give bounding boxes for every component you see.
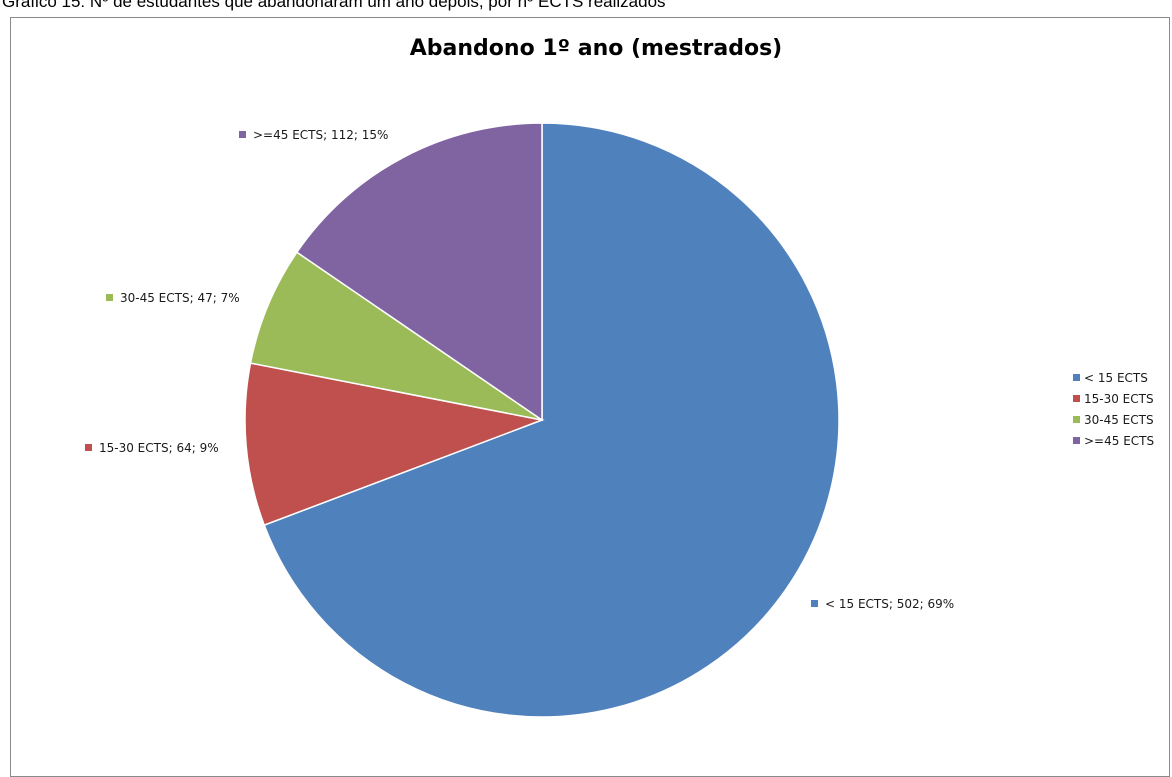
- data-label-30-45-ects: 30-45 ECTS; 47; 7%: [120, 291, 240, 305]
- pie-slice-15-30-ects: [244, 362, 545, 527]
- data-label-marker: [85, 444, 92, 451]
- pie-slice-lt-15-ects: [263, 122, 840, 718]
- legend-marker-gte45-ects: [1073, 437, 1080, 444]
- legend-marker-lt-15-ects: [1073, 374, 1080, 381]
- figure-caption: Gráfico 15: Nº de estudantes que abandon…: [2, 0, 666, 11]
- data-label-marker: [811, 600, 818, 607]
- legend-label-30-45-ects: 30-45 ECTS: [1084, 413, 1154, 427]
- legend-label-gte45-ects: >=45 ECTS: [1084, 434, 1154, 448]
- pie-slice-30-45-ects: [249, 251, 543, 421]
- chart-legend: < 15 ECTS 15-30 ECTS 30-45 ECTS >=45 ECTS: [1073, 371, 1154, 448]
- pie-slice-gte45-ects: [295, 122, 543, 422]
- chart-title: Abandono 1º ano (mestrados): [410, 36, 782, 61]
- data-labels: < 15 ECTS; 502; 69% 15-30 ECTS; 64; 9% 30-…: [85, 128, 954, 611]
- pie-chart: Abandono 1º ano (mestrados) < 15 ECTS; 5…: [85, 36, 1154, 718]
- data-label-lt-15-ects: < 15 ECTS; 502; 69%: [825, 597, 954, 611]
- pie-slices: [244, 122, 840, 718]
- legend-label-lt-15-ects: < 15 ECTS: [1084, 371, 1148, 385]
- data-label-marker: [239, 131, 246, 138]
- legend-label-15-30-ects: 15-30 ECTS: [1084, 392, 1154, 406]
- chart-area: Abandono 1º ano (mestrados) < 15 ECTS; 5…: [10, 17, 1170, 777]
- data-label-marker: [106, 294, 113, 301]
- legend-marker-15-30-ects: [1073, 395, 1080, 402]
- data-label-15-30-ects: 15-30 ECTS; 64; 9%: [99, 441, 219, 455]
- data-label-gte45-ects: >=45 ECTS; 112; 15%: [253, 128, 388, 142]
- legend-marker-30-45-ects: [1073, 416, 1080, 423]
